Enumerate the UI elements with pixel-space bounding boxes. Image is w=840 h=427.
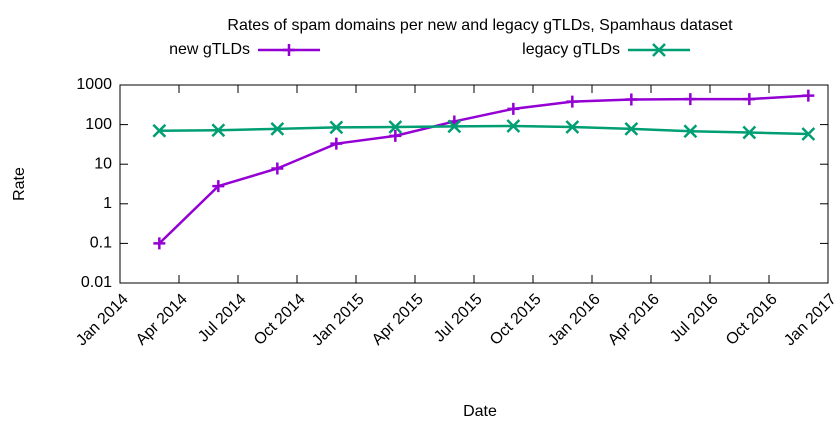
data-point <box>388 120 403 134</box>
y-tick-label: 0.01 <box>81 274 112 291</box>
data-point <box>683 124 698 139</box>
data-point <box>270 121 285 136</box>
data-point <box>153 237 166 250</box>
x-tick-label: Apr 2015 <box>369 291 427 349</box>
x-tick-label: Jan 2017 <box>781 291 840 350</box>
data-point <box>743 93 756 106</box>
data-point <box>329 120 344 135</box>
x-tick-label: Jan 2016 <box>545 291 604 350</box>
data-point <box>625 93 638 106</box>
data-point <box>507 102 520 115</box>
x-tick-label: Jul 2015 <box>431 291 486 346</box>
x-tick-label: Apr 2014 <box>133 291 191 349</box>
legend-label: new gTLDs <box>169 41 250 58</box>
x-tick-label: Oct 2016 <box>723 291 781 349</box>
x-tick-label: Oct 2015 <box>487 291 545 349</box>
x-tick-label: Jul 2016 <box>667 291 722 346</box>
data-point <box>211 123 226 138</box>
data-point <box>801 127 816 141</box>
data-point <box>565 120 580 134</box>
data-point <box>506 119 521 133</box>
series-line <box>158 94 809 245</box>
x-axis-label: Date <box>463 403 497 420</box>
chart-title: Rates of spam domains per new and legacy… <box>227 17 733 34</box>
legend-label: legacy gTLDs <box>522 41 620 58</box>
x-tick-label: Oct 2014 <box>251 291 309 349</box>
y-tick-label: 100 <box>85 116 112 133</box>
series-line <box>159 124 809 136</box>
data-point <box>330 137 343 150</box>
x-tick-label: Jan 2015 <box>309 291 368 350</box>
data-point <box>566 95 579 108</box>
data-point <box>152 123 167 138</box>
data-point <box>389 129 402 142</box>
x-tick-label: Jul 2014 <box>195 291 250 346</box>
y-tick-label: 1000 <box>76 76 112 93</box>
y-tick-label: 1 <box>103 195 112 212</box>
y-tick-label: 0.1 <box>90 235 112 252</box>
data-point <box>447 119 462 134</box>
legend-marker <box>652 43 666 57</box>
data-point <box>624 121 639 136</box>
x-tick-label: Apr 2016 <box>605 291 663 349</box>
data-point <box>212 180 225 193</box>
legend-marker <box>283 44 295 56</box>
data-point <box>742 125 757 140</box>
data-point <box>684 93 697 106</box>
x-tick-label: Jan 2014 <box>73 291 132 350</box>
y-axis-label: Rate <box>11 167 28 201</box>
data-point <box>802 89 815 102</box>
data-point <box>271 162 284 175</box>
y-tick-label: 10 <box>94 155 112 172</box>
